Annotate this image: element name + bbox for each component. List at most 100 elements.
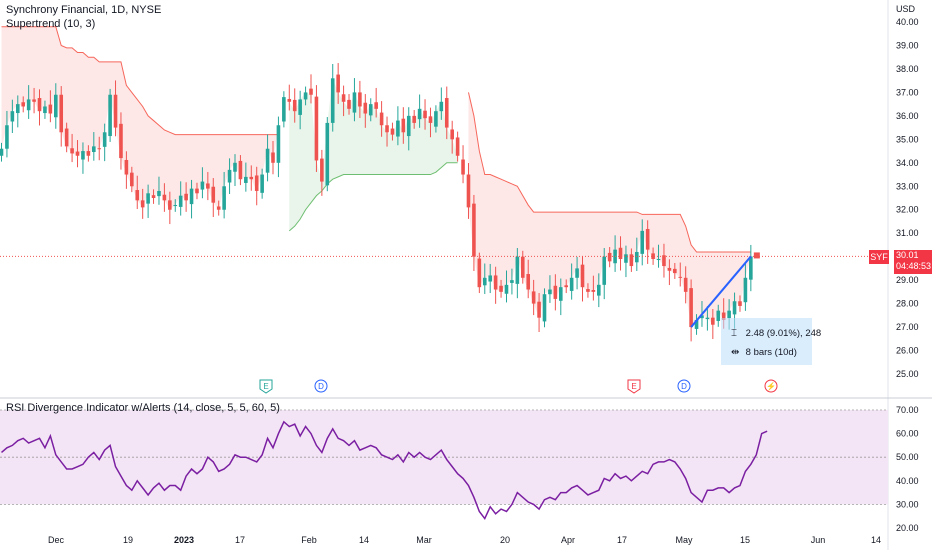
earnings-label: E	[631, 382, 636, 391]
candle-body	[667, 267, 672, 271]
candle-body	[624, 254, 628, 263]
candle-body	[493, 275, 498, 290]
candle-body	[700, 315, 704, 319]
candle-body	[499, 285, 503, 292]
candle-body	[363, 102, 368, 114]
candle	[59, 86, 64, 147]
candle-body	[423, 110, 427, 119]
rsi-legend[interactable]: RSI Divergence Indicator w/Alerts (14, c…	[6, 402, 280, 414]
candle	[417, 94, 422, 128]
candle-body	[662, 255, 666, 267]
candle	[168, 191, 172, 225]
candle	[292, 88, 297, 123]
x-axis: Dec 19 2023 17 Feb 14 Mar 20 Apr 17 May 15 Jun 14	[48, 535, 881, 545]
candle	[428, 107, 433, 138]
candle	[716, 304, 721, 327]
candle	[341, 85, 346, 117]
candle-body	[48, 104, 53, 114]
candle	[195, 182, 199, 200]
candle-body	[678, 276, 683, 278]
candle-body	[168, 200, 172, 210]
measure-change: ⌶ 2.48 (9.01%), 248	[731, 328, 821, 339]
candle	[548, 275, 552, 303]
candle-body	[287, 98, 292, 102]
candle-body	[472, 203, 476, 257]
candle-body	[216, 206, 221, 210]
candle	[358, 80, 362, 118]
candle	[553, 274, 558, 311]
candle-body	[428, 116, 433, 123]
candle	[271, 140, 275, 175]
candle-body	[292, 99, 297, 112]
candle	[222, 171, 226, 219]
candle-body	[75, 151, 80, 156]
candle	[526, 259, 531, 299]
candle	[227, 158, 232, 195]
candle-body	[727, 310, 731, 319]
supertrend-down-line	[467, 92, 751, 253]
chart-symbol-title[interactable]: Synchrony Financial, 1D, NYSE	[6, 4, 162, 16]
candle-body	[531, 291, 536, 304]
earnings-event-icon[interactable]: E	[627, 379, 641, 394]
candle	[531, 279, 536, 316]
candle-body	[347, 99, 351, 109]
candle	[70, 133, 74, 163]
candle	[86, 145, 91, 162]
event-markers[interactable]: E D E D ⚡	[259, 379, 778, 394]
candle-body	[374, 102, 378, 109]
candle	[482, 263, 487, 294]
candle-body	[59, 94, 64, 133]
candle-body	[184, 193, 188, 201]
candle-body	[368, 104, 373, 116]
candle-body	[683, 277, 688, 292]
candle	[347, 94, 351, 115]
dividend-event-icon[interactable]: D	[314, 379, 328, 393]
candle	[81, 142, 85, 174]
candle	[26, 85, 31, 119]
rsi-tick-label: 60.00	[896, 429, 919, 439]
earnings-shape	[259, 379, 273, 394]
candle-body	[477, 258, 482, 288]
candle	[254, 166, 259, 206]
candle-body	[37, 98, 42, 112]
price-tick-label: 39.00	[896, 40, 919, 50]
candle-body	[92, 146, 96, 153]
earnings-event-icon[interactable]: E	[259, 379, 273, 394]
x-tick-label: 20	[500, 535, 510, 545]
candle	[412, 110, 416, 129]
candle	[325, 117, 330, 192]
candle	[504, 270, 509, 303]
candle	[178, 181, 183, 216]
candle-body	[211, 186, 216, 203]
candle-body	[227, 169, 232, 183]
candle-body	[580, 264, 585, 288]
candle	[656, 244, 661, 268]
candle	[32, 87, 36, 114]
price-tick-label: 40.00	[896, 17, 919, 27]
candle-body	[108, 94, 112, 137]
candle-body	[309, 88, 313, 95]
news-shape	[764, 379, 778, 393]
candle	[211, 178, 216, 218]
candle-body	[738, 301, 742, 306]
rsi-tick-label: 70.00	[896, 405, 919, 415]
candle	[260, 168, 264, 199]
candle	[396, 106, 400, 146]
candle	[75, 140, 80, 168]
candle	[146, 184, 150, 218]
candle	[651, 247, 655, 265]
price-tick-label: 38.00	[896, 64, 919, 74]
candle	[689, 279, 693, 342]
supertrend-legend[interactable]: Supertrend (10, 3)	[6, 18, 96, 30]
candle-body	[135, 190, 140, 201]
dividend-event-icon[interactable]: D	[677, 379, 691, 393]
candle-body	[102, 132, 107, 147]
candle	[309, 74, 313, 104]
ticker-price-tag: SYF	[869, 250, 889, 264]
rsi-tick-label: 20.00	[896, 523, 919, 533]
candle-body	[749, 256, 753, 280]
candle	[450, 120, 454, 154]
split-news-event-icon[interactable]: ⚡	[764, 379, 778, 393]
candle-body	[146, 193, 150, 204]
